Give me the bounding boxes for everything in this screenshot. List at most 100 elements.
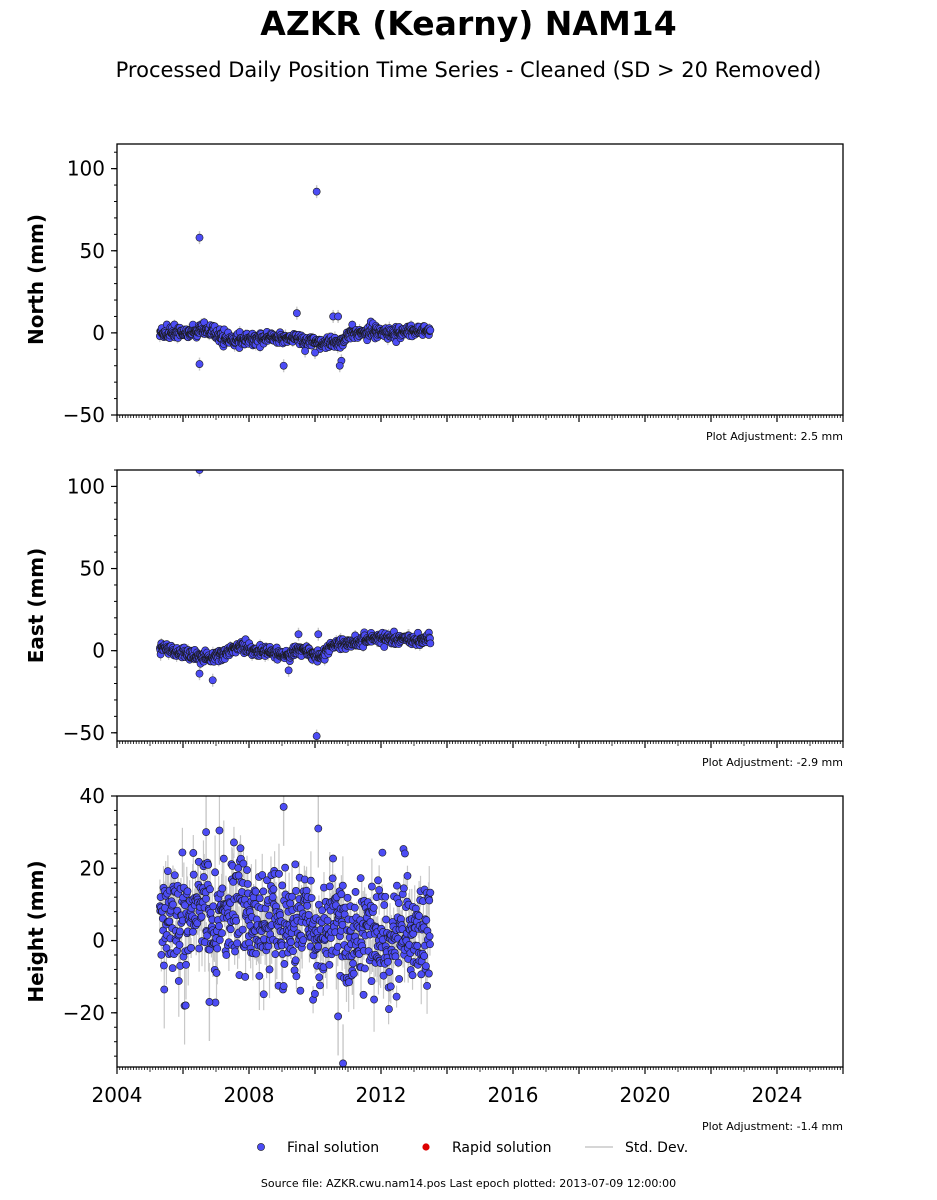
data-point	[231, 947, 239, 956]
data-point	[236, 844, 245, 853]
data-point	[175, 940, 184, 949]
data-point	[420, 952, 429, 960]
data-point	[337, 890, 346, 899]
data-point	[374, 876, 382, 885]
data-point	[423, 981, 431, 990]
y-tick-label: −20	[63, 1001, 105, 1025]
data-point	[239, 859, 248, 868]
data-point	[218, 929, 226, 938]
data-point	[382, 915, 390, 924]
y-tick-label: 50	[80, 239, 105, 263]
data-point	[182, 960, 190, 969]
plot-area	[155, 796, 435, 1067]
data-point	[325, 960, 334, 969]
data-point	[197, 912, 206, 921]
data-point	[403, 871, 412, 880]
source-note: Source file: AZKR.cwu.nam14.pos Last epo…	[260, 1177, 677, 1190]
y-tick-label: 50	[80, 557, 105, 581]
data-point	[268, 893, 277, 901]
data-point	[252, 949, 260, 958]
data-point	[291, 956, 300, 965]
data-point	[178, 848, 187, 857]
data-point	[333, 942, 342, 951]
outlier-point	[292, 309, 301, 318]
data-point	[307, 894, 316, 902]
y-tick-label: −50	[63, 403, 105, 427]
data-point	[157, 951, 166, 959]
data-point	[325, 882, 334, 891]
data-point	[287, 938, 295, 946]
y-tick-label: 0	[92, 639, 105, 663]
data-point	[187, 944, 196, 952]
y-tick-label: 0	[92, 321, 105, 345]
data-point	[338, 881, 347, 890]
outlier-point	[195, 470, 204, 474]
y-tick-label: −50	[63, 721, 105, 745]
data-point	[426, 639, 435, 648]
y-tick-label: 20	[80, 856, 105, 880]
legend-stddev-label: Std. Dev.	[625, 1140, 688, 1156]
chart-title: AZKR (Kearny) NAM14	[260, 4, 677, 43]
data-point	[269, 885, 278, 894]
data-point	[314, 942, 323, 951]
data-point	[369, 903, 378, 912]
data-point	[265, 965, 274, 974]
data-point	[291, 860, 300, 869]
data-point	[299, 936, 308, 944]
data-point	[393, 881, 401, 890]
data-point	[380, 901, 389, 909]
outlier-point	[279, 802, 288, 811]
data-point	[361, 964, 369, 973]
y-axis-label: East (mm)	[24, 548, 48, 664]
outlier-point	[335, 361, 344, 370]
data-point	[378, 848, 387, 857]
data-point	[218, 884, 227, 893]
outlier-point	[284, 666, 293, 675]
y-tick-label: 40	[80, 784, 105, 808]
data-point	[202, 894, 210, 903]
data-point	[315, 973, 324, 982]
data-point	[175, 927, 184, 936]
data-point	[379, 971, 388, 980]
data-point	[271, 950, 280, 958]
data-point	[215, 936, 224, 944]
data-point	[255, 894, 264, 903]
data-point	[170, 871, 179, 880]
outlier-point	[195, 233, 204, 242]
data-point	[296, 986, 305, 995]
data-point	[399, 884, 408, 893]
data-point	[359, 990, 368, 999]
data-point	[275, 870, 283, 878]
data-point	[212, 969, 221, 977]
data-point	[323, 916, 332, 925]
plot-adjustment-note: Plot Adjustment: -2.9 mm	[702, 756, 843, 769]
x-tick-label: 2024	[752, 1083, 803, 1107]
data-point	[213, 944, 222, 953]
data-point	[394, 958, 403, 967]
outlier-point	[314, 630, 323, 639]
data-point	[395, 975, 404, 983]
y-axis-label: Height (mm)	[24, 860, 48, 1002]
outlier-point	[195, 360, 204, 368]
chart-subtitle: Processed Daily Position Time Series - C…	[115, 58, 822, 82]
data-point	[424, 969, 433, 978]
data-point	[356, 874, 365, 883]
data-point	[206, 908, 215, 917]
data-point	[219, 854, 228, 863]
data-point	[307, 876, 315, 885]
outlier-point	[202, 828, 210, 837]
outlier-point	[339, 1059, 347, 1067]
y-tick-label: 0	[92, 929, 105, 953]
legend-rapid-marker	[422, 1143, 430, 1151]
data-point	[383, 957, 392, 966]
data-point	[181, 1001, 190, 1010]
data-point	[318, 906, 327, 915]
data-point	[222, 951, 231, 959]
data-point	[316, 981, 324, 990]
data-point	[386, 982, 395, 991]
data-point	[259, 887, 268, 896]
data-point	[349, 959, 357, 968]
y-tick-label: 100	[67, 474, 105, 498]
data-point	[343, 893, 352, 902]
